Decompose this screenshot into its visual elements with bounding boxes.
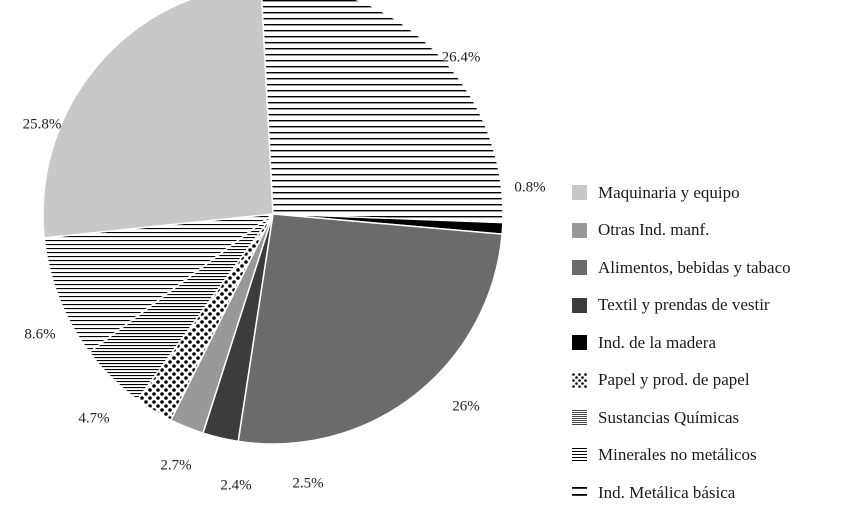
chart-legend: Maquinaria y equipo Otras Ind. manf. Alime… bbox=[572, 174, 791, 512]
legend-label: Ind. Metálica básica bbox=[598, 482, 736, 502]
slice-value-label-minerales-no-metalicos: 8.6% bbox=[24, 326, 55, 342]
slice-value-label-textil-y-prendas-de-vestir: 2.5% bbox=[292, 475, 323, 491]
slice-value-label-otras-ind-manf: 2.4% bbox=[220, 477, 251, 493]
slice-value-label-ind-metalica-basica: 26.4% bbox=[442, 49, 481, 65]
legend-swatch bbox=[572, 335, 587, 351]
pie-slice-maquinaria-y-equipo bbox=[42, 0, 274, 239]
legend-item-textil-y-prendas-de-vestir: Textil y prendas de vestir bbox=[572, 287, 791, 325]
legend-label: Papel y prod. de papel bbox=[598, 370, 750, 390]
legend-swatch bbox=[572, 372, 587, 388]
legend-swatch bbox=[572, 447, 587, 463]
legend-item-ind-metalica-basica: Ind. Metálica básica bbox=[572, 474, 791, 512]
slice-value-label-alimentos-bebidas-y-tabaco: 26% bbox=[452, 398, 480, 414]
legend-swatch bbox=[572, 485, 587, 501]
legend-label: Ind. de la madera bbox=[598, 332, 716, 352]
legend-swatch bbox=[572, 185, 587, 201]
pie-slice-minerales-no-metalicos bbox=[43, 212, 276, 354]
pie-slice-alimentos-bebidas-y-tabaco bbox=[237, 213, 503, 445]
legend-label: Otras Ind. manf. bbox=[598, 220, 710, 240]
legend-item-ind-de-la-madera: Ind. de la madera bbox=[572, 324, 791, 362]
legend-item-sustancias-quimicas: Sustancias Químicas bbox=[572, 399, 791, 437]
legend-label: Sustancias Químicas bbox=[598, 407, 740, 427]
slice-value-label-papel-y-prod-de-papel: 2.7% bbox=[160, 457, 191, 473]
legend-item-minerales-no-metalicos: Minerales no metálicos bbox=[572, 437, 791, 475]
slice-value-label-sustancias-quimicas: 4.7% bbox=[78, 410, 109, 426]
legend-label: Textil y prendas de vestir bbox=[598, 295, 770, 315]
legend-label: Alimentos, bebidas y tabaco bbox=[598, 257, 791, 277]
legend-item-otras-ind-manf: Otras Ind. manf. bbox=[572, 212, 791, 250]
legend-item-alimentos-bebidas-y-tabaco: Alimentos, bebidas y tabaco bbox=[572, 249, 791, 287]
legend-item-maquinaria-y-equipo: Maquinaria y equipo bbox=[572, 174, 791, 212]
legend-label: Maquinaria y equipo bbox=[598, 182, 740, 202]
pie-slice-ind-metalica-basica bbox=[261, 0, 504, 224]
slice-value-label-maquinaria-y-equipo: 25.8% bbox=[23, 116, 62, 132]
pie-slices bbox=[42, 0, 504, 445]
legend-label: Minerales no metálicos bbox=[598, 445, 757, 465]
slice-value-label-ind-de-la-madera: 0.8% bbox=[514, 179, 545, 195]
legend-swatch bbox=[572, 297, 587, 313]
pie-value-labels: 26.4% 0.8% 26% 2.5% 2.4% 2.7% 4.7% 8.6% 25.8% bbox=[23, 49, 546, 493]
legend-swatch bbox=[572, 410, 587, 426]
legend-item-papel-y-prod-de-papel: Papel y prod. de papel bbox=[572, 362, 791, 400]
legend-swatch bbox=[572, 260, 587, 276]
legend-swatch bbox=[572, 222, 587, 238]
